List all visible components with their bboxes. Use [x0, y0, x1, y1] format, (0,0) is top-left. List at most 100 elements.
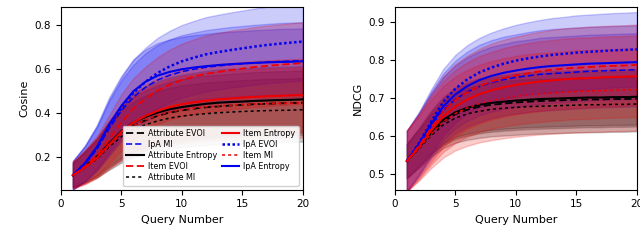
- Attribute MI: [69, 174, 77, 177]
- Item MI: [572, 90, 580, 93]
- Item MI: [609, 89, 616, 92]
- Attribute EVOI: [239, 103, 246, 106]
- IpA MI: [596, 69, 604, 72]
- Attribute Entropy: [500, 100, 508, 103]
- IpA MI: [166, 74, 173, 77]
- Item Entropy: [621, 75, 628, 78]
- Attribute EVOI: [166, 111, 173, 114]
- Item EVOI: [299, 62, 307, 65]
- Item EVOI: [129, 107, 137, 110]
- Item EVOI: [463, 91, 471, 94]
- Attribute Entropy: [178, 106, 186, 109]
- IpA Entropy: [633, 61, 640, 64]
- IpA MI: [439, 109, 447, 112]
- IpA EVOI: [106, 125, 113, 128]
- Item MI: [512, 95, 520, 98]
- Line: Attribute EVOI: Attribute EVOI: [407, 99, 637, 161]
- Item MI: [476, 102, 483, 105]
- Attribute EVOI: [524, 100, 532, 103]
- Attribute EVOI: [488, 103, 495, 106]
- Item EVOI: [93, 154, 101, 157]
- Attribute EVOI: [129, 124, 137, 127]
- IpA MI: [190, 68, 198, 71]
- Item EVOI: [451, 99, 459, 102]
- Item MI: [190, 107, 198, 110]
- Item Entropy: [251, 95, 259, 98]
- IpA Entropy: [415, 143, 423, 145]
- Item EVOI: [439, 110, 447, 113]
- Attribute EVOI: [512, 101, 520, 104]
- Attribute Entropy: [287, 99, 294, 101]
- IpA EVOI: [451, 87, 459, 90]
- IpA Entropy: [451, 93, 459, 96]
- IpA Entropy: [118, 105, 125, 107]
- Attribute MI: [476, 110, 483, 113]
- Item EVOI: [118, 121, 125, 124]
- IpA MI: [428, 125, 435, 128]
- Item EVOI: [572, 66, 580, 69]
- IpA MI: [81, 163, 89, 166]
- Item EVOI: [415, 144, 423, 147]
- IpA MI: [251, 62, 259, 64]
- Attribute MI: [415, 147, 423, 150]
- Line: IpA EVOI: IpA EVOI: [73, 42, 303, 175]
- Item MI: [214, 105, 222, 107]
- Item Entropy: [275, 95, 282, 97]
- Item MI: [596, 89, 604, 92]
- Attribute EVOI: [141, 119, 149, 122]
- IpA EVOI: [81, 162, 89, 165]
- Item EVOI: [69, 174, 77, 177]
- Item MI: [451, 112, 459, 115]
- IpA EVOI: [299, 40, 307, 43]
- Attribute EVOI: [584, 98, 592, 101]
- Item EVOI: [428, 127, 435, 129]
- Item Entropy: [548, 79, 556, 82]
- Item EVOI: [476, 85, 483, 88]
- Item Entropy: [439, 115, 447, 118]
- IpA Entropy: [239, 62, 246, 65]
- IpA Entropy: [584, 62, 592, 65]
- Item Entropy: [118, 131, 125, 133]
- IpA EVOI: [584, 51, 592, 53]
- Attribute MI: [287, 109, 294, 112]
- Item EVOI: [154, 89, 161, 92]
- IpA Entropy: [141, 80, 149, 83]
- Item Entropy: [141, 114, 149, 117]
- IpA EVOI: [239, 47, 246, 50]
- Item EVOI: [239, 67, 246, 70]
- Item Entropy: [287, 94, 294, 97]
- IpA EVOI: [609, 49, 616, 52]
- Item EVOI: [251, 66, 259, 69]
- Attribute Entropy: [512, 99, 520, 102]
- IpA MI: [633, 68, 640, 71]
- IpA EVOI: [488, 66, 495, 69]
- IpA MI: [621, 69, 628, 72]
- Item MI: [166, 111, 173, 113]
- Item Entropy: [299, 94, 307, 96]
- Attribute EVOI: [536, 99, 544, 102]
- IpA MI: [524, 74, 532, 77]
- IpA MI: [275, 60, 282, 63]
- Attribute EVOI: [69, 174, 77, 177]
- Attribute EVOI: [106, 143, 113, 146]
- Item Entropy: [106, 143, 113, 146]
- Attribute MI: [536, 105, 544, 108]
- Item EVOI: [488, 80, 495, 83]
- Attribute MI: [299, 108, 307, 111]
- IpA Entropy: [548, 65, 556, 67]
- Attribute MI: [214, 111, 222, 114]
- IpA EVOI: [621, 49, 628, 51]
- Attribute Entropy: [476, 103, 483, 106]
- IpA MI: [227, 63, 234, 66]
- Attribute MI: [251, 110, 259, 113]
- Item Entropy: [463, 98, 471, 101]
- Attribute EVOI: [428, 132, 435, 135]
- IpA Entropy: [512, 69, 520, 72]
- Item Entropy: [609, 76, 616, 78]
- IpA Entropy: [500, 71, 508, 74]
- Item Entropy: [202, 99, 210, 102]
- Item MI: [69, 174, 77, 177]
- Attribute Entropy: [403, 160, 411, 162]
- Item MI: [227, 104, 234, 107]
- Attribute MI: [512, 106, 520, 109]
